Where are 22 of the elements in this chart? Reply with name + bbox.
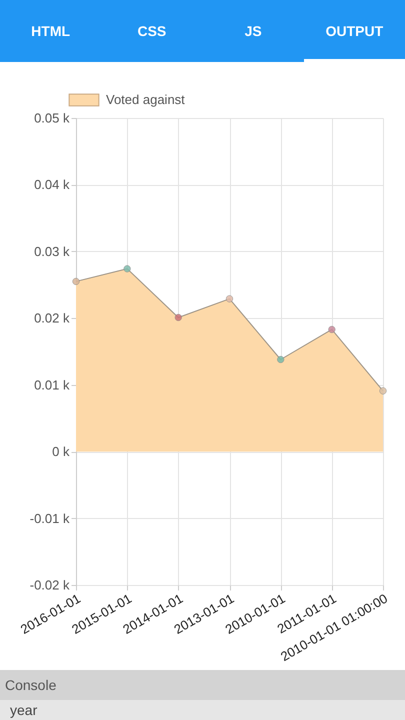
point [124,265,131,272]
text: year [0,700,405,720]
y-tick-label: 0.03 k [34,244,70,259]
point [174,314,182,322]
point [226,295,234,302]
text: Console [0,670,405,700]
text: OUTPUT [304,0,405,62]
y-tick-label: 0.01 k [34,377,70,392]
y-tick-label: 0 k [52,444,70,460]
y-tick-label: -0.02 k [30,578,70,592]
point [379,387,387,394]
point [277,356,284,364]
text: CSS [136,22,168,41]
legend-label: Voted against [106,92,186,107]
point [328,326,336,334]
y-tick-label: -0.01 k [30,510,70,526]
text: JS [244,22,263,41]
y-tick-label: 0.05 k [34,110,70,126]
y-tick-label: 0.04 k [34,177,70,192]
y-tick-label: 0.02 k [34,310,70,326]
point [72,278,80,286]
text: HTML [30,22,72,41]
